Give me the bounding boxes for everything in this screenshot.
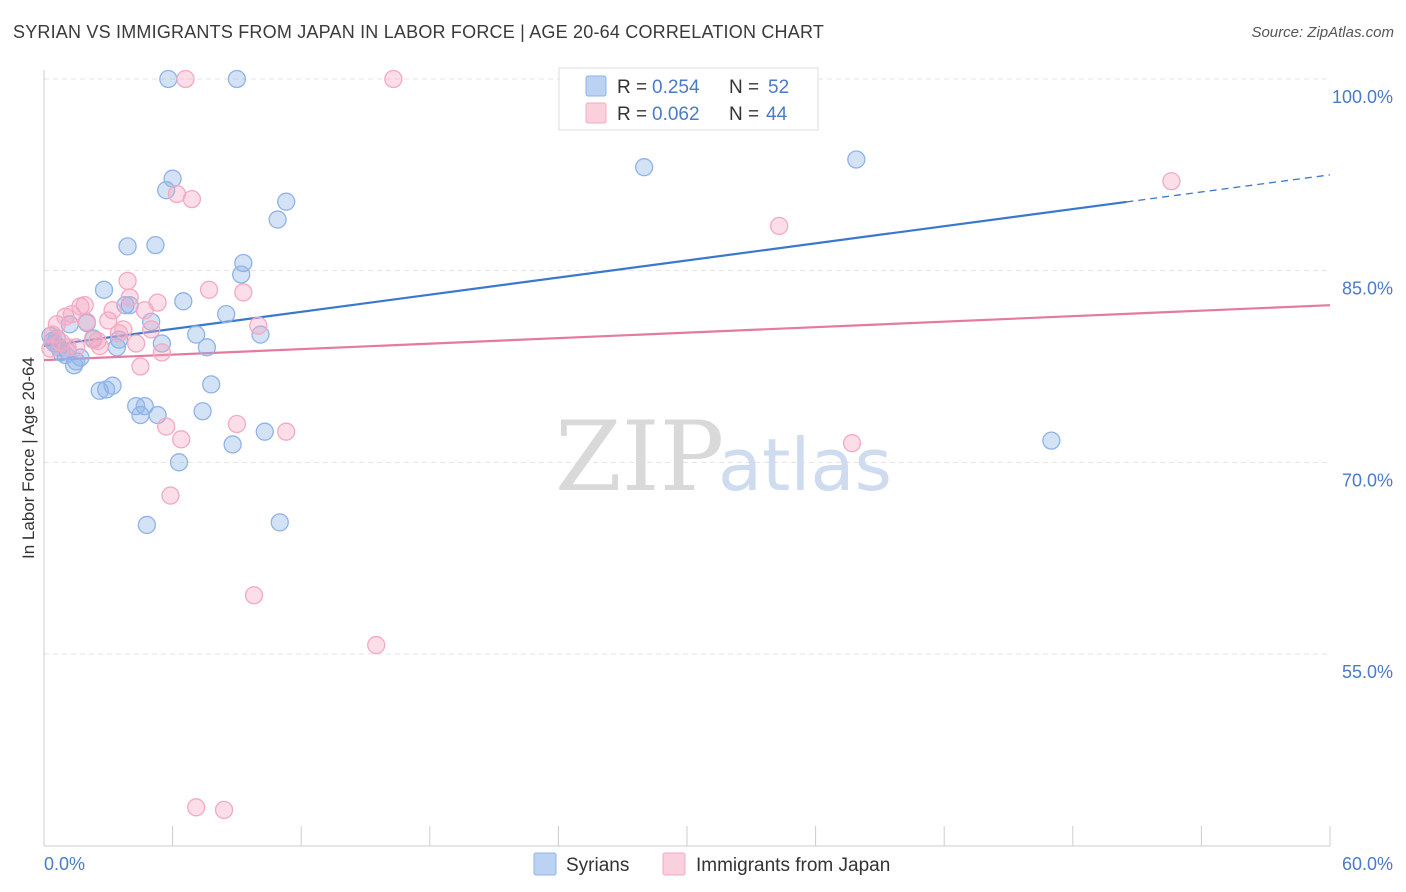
point-japan-30: [176, 69, 195, 89]
point-japan-9: [75, 296, 94, 315]
point-syrians-31: [157, 181, 176, 200]
point-japan-20: [127, 334, 146, 353]
y-tick-label-0: 55.0%: [1342, 662, 1393, 682]
point-japan-35: [227, 414, 247, 434]
point-japan-39: [277, 422, 296, 441]
trend-line-syrians: [43, 200, 1127, 348]
watermark: ZIP atlas: [555, 401, 892, 513]
legend-r-label-0: R =: [617, 77, 647, 98]
legend-r-label-1: R =: [617, 104, 647, 125]
series-legend: Syrians Immigrants from Japan: [533, 852, 890, 876]
series-legend-label-japan: Immigrants from Japan: [696, 855, 890, 876]
point-japan-24: [148, 293, 167, 312]
point-syrians-32: [159, 69, 178, 89]
source-label: Source: ZipAtlas.com: [1251, 24, 1394, 41]
point-syrians-40: [217, 304, 236, 324]
point-japan-21: [131, 357, 150, 376]
point-japan-19: [120, 288, 139, 307]
point-syrians-47: [268, 210, 287, 229]
axes: [43, 70, 1331, 847]
point-japan-33: [199, 280, 219, 299]
point-japan-38: [249, 316, 268, 335]
series-legend-swatch-japan: [662, 852, 686, 876]
point-syrians-38: [197, 338, 217, 357]
point-japan-32: [187, 798, 206, 817]
chart-title: SYRIAN VS IMMIGRANTS FROM JAPAN IN LABOR…: [13, 22, 825, 42]
y-tick-label-2: 85.0%: [1342, 279, 1393, 299]
point-japan-34: [214, 800, 234, 820]
y-tick-label-3: 100.0%: [1332, 87, 1393, 107]
point-syrians-48: [270, 513, 289, 532]
legend-n-value-1: 44: [766, 104, 788, 125]
point-japan-37: [244, 586, 264, 605]
x-tick-label-min: 0.0%: [44, 854, 85, 874]
watermark-atlas: atlas: [718, 423, 892, 507]
point-syrians-26: [137, 515, 157, 535]
point-japan-27: [161, 486, 180, 505]
point-japan-10: [77, 312, 97, 331]
point-japan-29: [172, 430, 191, 449]
point-japan-17: [114, 320, 133, 339]
trend-line-dashed-syrians: [1126, 174, 1331, 203]
point-japan-15: [103, 301, 122, 320]
point-syrians-42: [227, 69, 247, 89]
point-syrians-41: [223, 435, 242, 454]
point-syrians-49: [277, 192, 296, 211]
legend-r-value-1: 0.062: [652, 104, 700, 125]
point-syrians-15: [94, 280, 114, 299]
legend-swatch-syrians: [585, 75, 607, 97]
point-japan-44: [1162, 172, 1181, 191]
legend-r-value-0: 0.254: [652, 77, 700, 98]
point-syrians-35: [174, 292, 193, 311]
y-tick-labels: 55.0% 70.0% 85.0% 100.0%: [1332, 87, 1393, 682]
stats-legend: R = 0.254 N = 52 R = 0.062 N = 44: [558, 67, 819, 131]
y-tick-label-1: 70.0%: [1342, 470, 1393, 490]
point-syrians-25: [135, 396, 154, 416]
point-japan-40: [367, 635, 386, 655]
point-syrians-44: [234, 253, 253, 273]
point-japan-41: [384, 69, 403, 89]
point-syrians-36: [187, 325, 206, 344]
point-syrians-28: [146, 235, 165, 255]
point-syrians-21: [118, 237, 137, 256]
point-japan-23: [142, 320, 161, 339]
legend-swatch-japan: [585, 102, 607, 124]
point-japan-18: [118, 271, 137, 291]
grid-lines: [44, 78, 1330, 655]
point-syrians-33: [163, 169, 182, 188]
point-japan-36: [234, 283, 253, 302]
point-syrians-34: [169, 453, 189, 472]
point-syrians-37: [193, 402, 212, 421]
series-legend-label-syrians: Syrians: [566, 855, 629, 876]
x-tick-label-max: 60.0%: [1342, 854, 1393, 874]
point-syrians-51: [847, 150, 866, 169]
point-syrians-27: [142, 312, 161, 331]
legend-n-value-0: 52: [768, 77, 789, 98]
y-axis-title: In Labor Force | Age 20-64: [19, 357, 38, 559]
point-japan-13: [90, 336, 109, 356]
point-syrians-19: [109, 330, 129, 349]
point-japan-7: [67, 338, 86, 357]
trend-line-japan: [43, 304, 1331, 362]
point-japan-43: [842, 434, 862, 453]
point-japan-42: [770, 216, 789, 236]
point-syrians-52: [1042, 431, 1061, 450]
point-japan-14: [99, 311, 118, 330]
point-syrians-11: [71, 348, 90, 367]
point-syrians-43: [232, 265, 251, 284]
point-syrians-17: [103, 376, 122, 395]
point-japan-31: [182, 189, 202, 209]
point-syrians-39: [202, 375, 221, 394]
legend-n-label-1: N =: [729, 104, 759, 125]
legend-n-label-0: N =: [729, 77, 759, 98]
point-syrians-46: [255, 422, 274, 441]
point-syrians-50: [634, 158, 654, 177]
watermark-zip: ZIP: [555, 401, 724, 513]
data-points: [41, 69, 1181, 820]
series-legend-swatch-syrians: [533, 852, 557, 876]
point-japan-25: [152, 343, 172, 362]
point-japan-26: [157, 417, 176, 436]
